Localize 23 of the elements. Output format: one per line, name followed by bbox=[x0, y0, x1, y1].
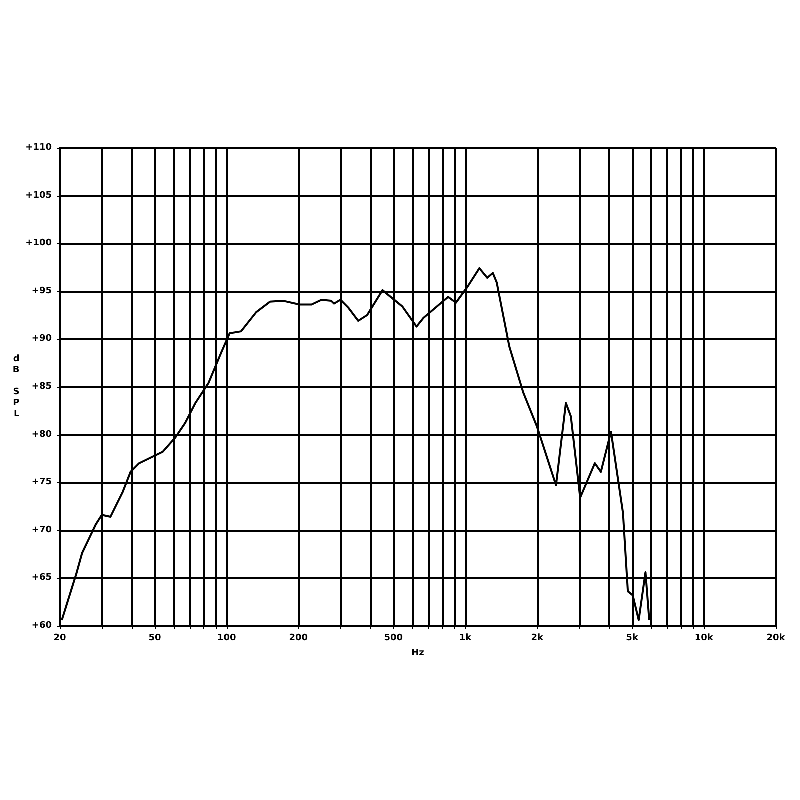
y-tick-label: +100 bbox=[26, 238, 52, 249]
x-tick-label: 500 bbox=[384, 634, 404, 644]
x-tick-label: 2k bbox=[531, 634, 544, 644]
y-tick-label: +65 bbox=[32, 573, 52, 584]
x-tick-label: 50 bbox=[148, 634, 162, 644]
x-tick-label: 10k bbox=[694, 634, 714, 644]
text: dB SPL bbox=[12, 354, 20, 420]
x-tick-label: 5k bbox=[626, 634, 640, 644]
y-tick-label: +75 bbox=[32, 478, 52, 488]
y-tick-label: +105 bbox=[26, 190, 52, 201]
y-tick-label: +80 bbox=[32, 430, 52, 440]
x-tick-label: 100 bbox=[217, 634, 236, 644]
x-tick-label: 20k bbox=[766, 634, 786, 644]
y-tick-label: +95 bbox=[32, 286, 52, 296]
x-tick-label: 20 bbox=[54, 634, 66, 644]
y-tick-label: +70 bbox=[32, 525, 52, 536]
y-tick-label: +60 bbox=[32, 621, 52, 631]
x-axis-title: Hz bbox=[412, 648, 424, 658]
y-tick-label: +90 bbox=[32, 334, 52, 344]
x-tick-label: 200 bbox=[289, 634, 308, 644]
y-tick-label: +85 bbox=[32, 382, 52, 392]
y-tick-label: +110 bbox=[26, 143, 52, 153]
x-tick-label: 1k bbox=[459, 634, 473, 644]
